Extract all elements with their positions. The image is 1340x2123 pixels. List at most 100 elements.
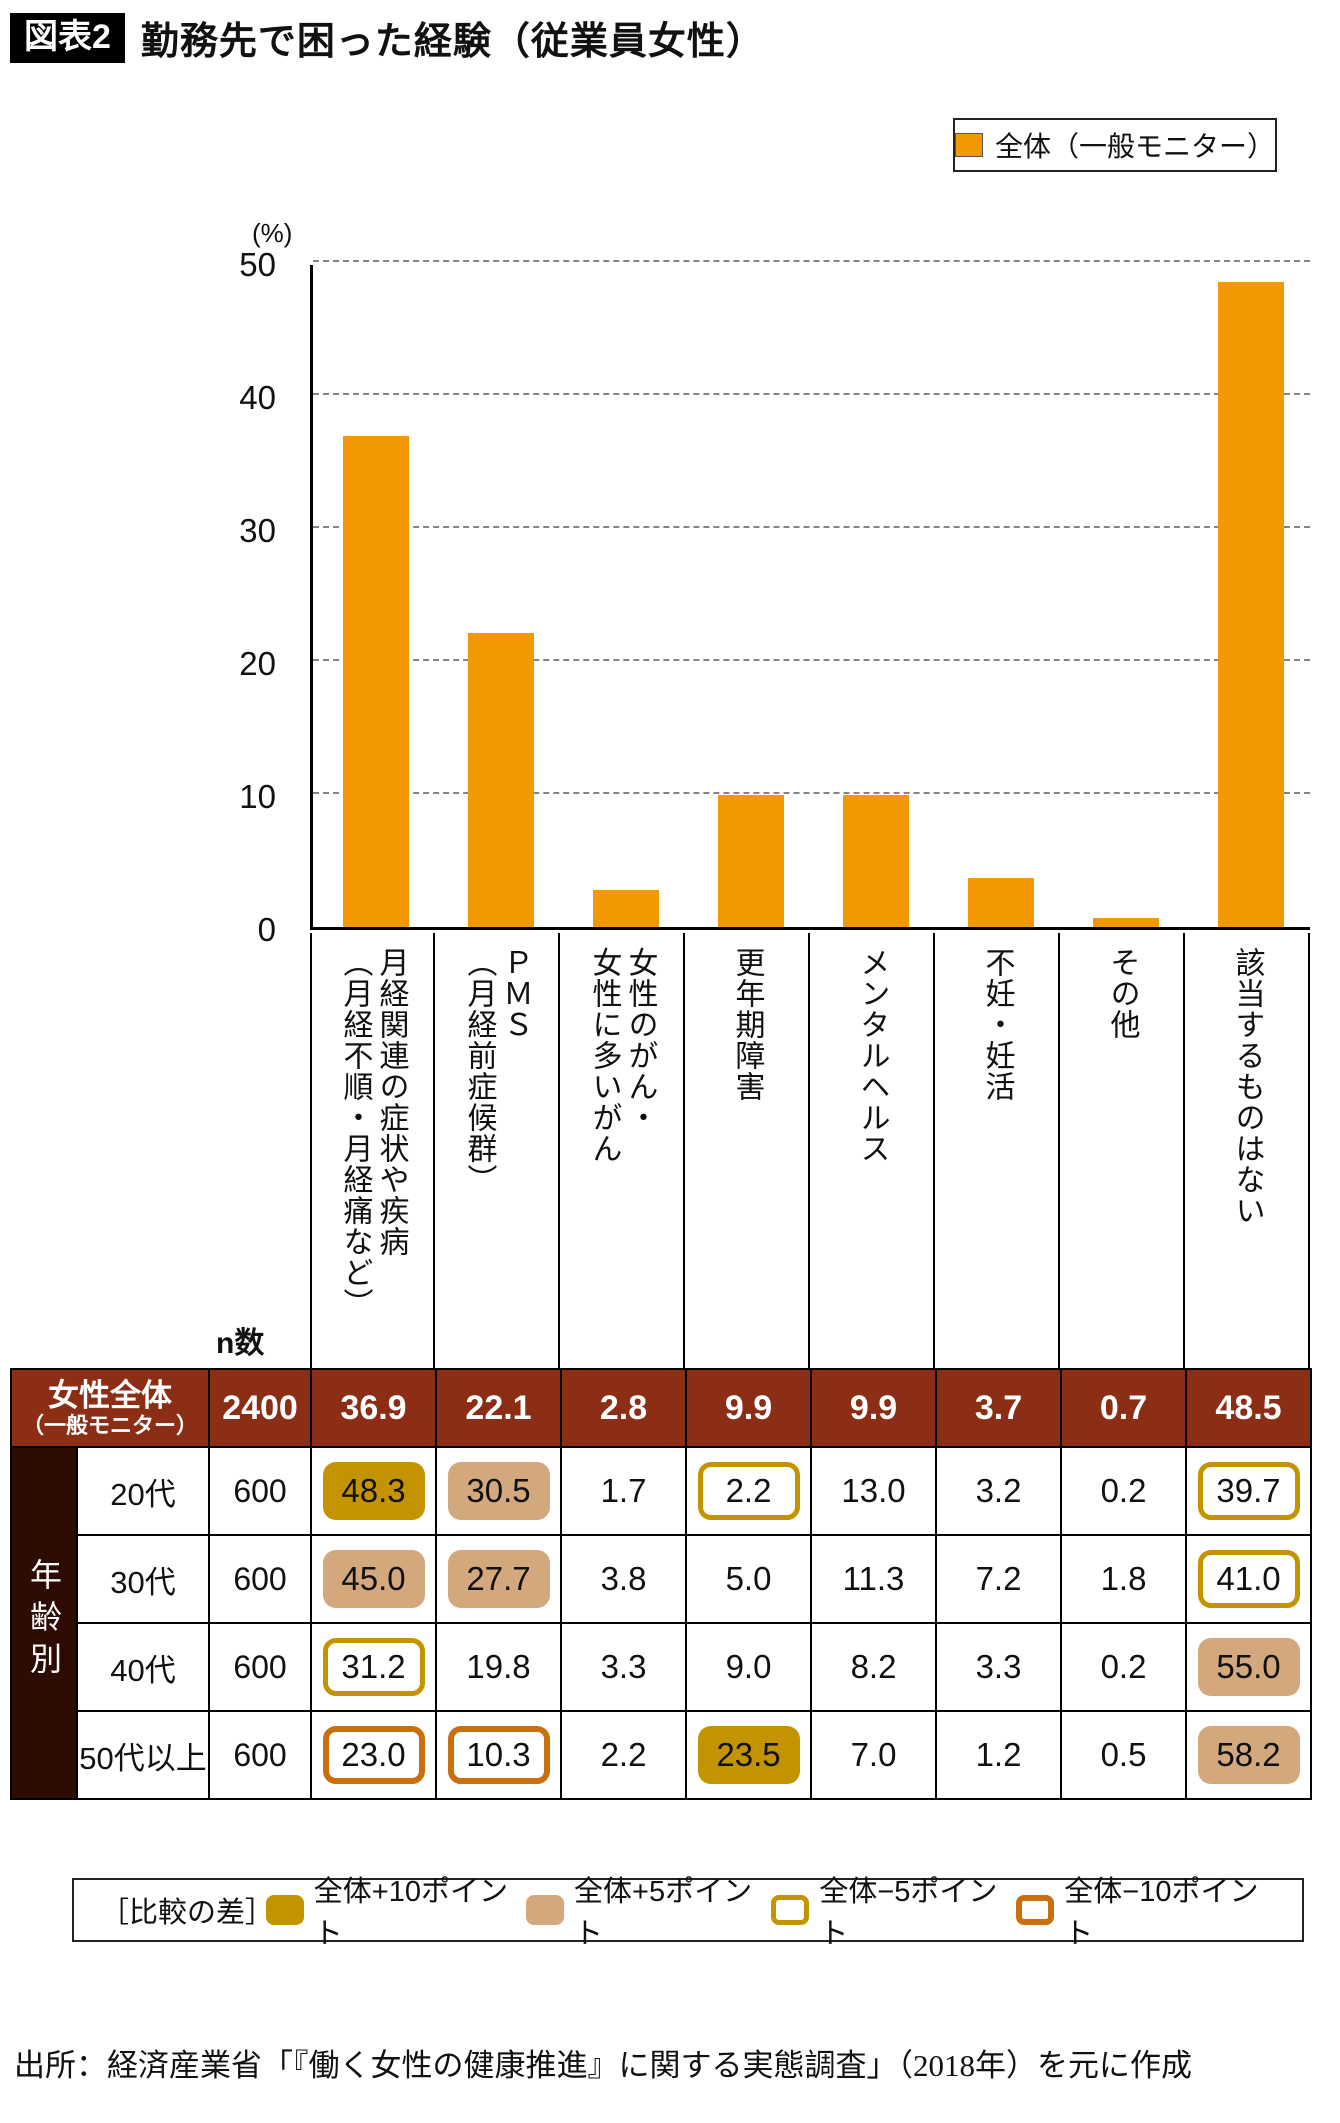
mark-plus5: 30.5	[447, 1462, 550, 1520]
row-n: 600	[208, 1446, 313, 1536]
cell-r4c2: 10.3	[435, 1710, 563, 1800]
cell-r3c3: 3.3	[560, 1622, 688, 1712]
y-axis-labels: 0 10 20 30 40 50	[150, 246, 290, 948]
cell-r2c1: 45.0	[310, 1534, 438, 1624]
header-value-2: 22.1	[435, 1368, 563, 1448]
mark-plus5: 45.0	[322, 1550, 425, 1608]
legend-swatch-orange	[955, 133, 983, 157]
table-body: 女性全体 （一般モニター） 2400 36.9 22.1 2.8 9.9 9.9 3.7 0.7 4…	[9, 1368, 1313, 1800]
mark-minus5: 2.2	[697, 1462, 800, 1520]
cell-r2c5: 11.3	[810, 1534, 938, 1624]
cell-r2c2: 27.7	[435, 1534, 563, 1624]
row-label: 20代	[75, 1446, 211, 1536]
bar-1	[342, 436, 409, 927]
bar-4	[717, 795, 784, 927]
swatch-plus10	[265, 1895, 304, 1925]
cell-r3c7: 0.2	[1060, 1622, 1188, 1712]
y-tick-label: 50	[239, 246, 276, 283]
header-value-1: 36.9	[310, 1368, 438, 1448]
row-label: 30代	[75, 1534, 211, 1624]
table-row-2: 30代 600 45.0 27.7 3.8 5.0 11.3 7.2 1.8 41.0	[11, 1534, 1313, 1624]
mark-plus5: 27.7	[447, 1550, 550, 1608]
cell-r3c1: 31.2	[310, 1622, 438, 1712]
y-tick-label: 0	[257, 911, 276, 948]
mark-minus5: 31.2	[322, 1638, 425, 1696]
mark-plus5: 58.2	[1197, 1726, 1300, 1784]
mark-minus10: 23.0	[322, 1726, 425, 1784]
cell-r3c8: 55.0	[1185, 1622, 1313, 1712]
cell-r4c8: 58.2	[1185, 1710, 1313, 1800]
y-tick-label: 40	[239, 379, 276, 416]
cell-r2c4: 5.0	[685, 1534, 813, 1624]
diff-label-1: 全体+10ポイント	[313, 1876, 508, 1950]
chart-legend: 全体（一般モニター）	[953, 118, 1277, 172]
mark-plus5: 55.0	[1197, 1638, 1300, 1696]
swatch-minus5	[770, 1895, 810, 1925]
mark-minus5: 41.0	[1197, 1550, 1300, 1608]
cell-r4c3: 2.2	[560, 1710, 688, 1800]
swatch-plus5	[526, 1895, 565, 1925]
cell-r1c8: 39.7	[1185, 1446, 1313, 1536]
category-label-2: ＰＭＳ （月経前症候群）	[435, 933, 560, 1368]
category-label-5: メンタルヘルス	[810, 933, 935, 1368]
category-label-3: 女性のがん・ 女性に多いがん	[560, 933, 685, 1368]
bar-2	[467, 633, 534, 927]
y-axis-unit-label: (%)	[252, 218, 293, 248]
row-n: 600	[208, 1534, 313, 1624]
header-value-6: 3.7	[935, 1368, 1063, 1448]
cell-r1c5: 13.0	[810, 1446, 938, 1536]
table-row-1: 年齢別 20代 600 48.3 30.5 1.7 2.2 13.0 3.2 0.2 39.7	[10, 1446, 1313, 1800]
legend-label: 全体（一般モニター）	[995, 131, 1276, 162]
gridline	[313, 792, 1310, 794]
gridline	[313, 659, 1310, 661]
cell-r2c7: 1.8	[1060, 1534, 1188, 1624]
table-header-label: 女性全体 （一般モニター）	[9, 1368, 211, 1448]
cell-r3c2: 19.8	[435, 1622, 563, 1712]
table-row-3: 40代 600 31.2 19.8 3.3 9.0 8.2 3.3 0.2 55.0	[11, 1622, 1313, 1712]
cell-r1c4: 2.2	[685, 1446, 813, 1536]
row-n: 600	[208, 1710, 313, 1800]
diff-legend-item-4: 全体−10ポイント	[1015, 1868, 1276, 1952]
table-row-4: 50代以上 600 23.0 10.3 2.2 23.5 7.0 1.2 0.5 58.2	[11, 1710, 1313, 1800]
mark-plus10: 48.3	[322, 1462, 425, 1520]
cell-r4c6: 1.2	[935, 1710, 1063, 1800]
cell-r3c4: 9.0	[685, 1622, 813, 1712]
category-label-1: 月経関連の症状や疾病 （月経不順・月経痛など）	[310, 933, 435, 1368]
cell-r2c6: 7.2	[935, 1534, 1063, 1624]
diff-label-4: 全体−10ポイント	[1064, 1876, 1259, 1950]
header-value-5: 9.9	[810, 1368, 938, 1448]
cell-r4c7: 0.5	[1060, 1710, 1188, 1800]
cell-r1c7: 0.2	[1060, 1446, 1188, 1536]
diff-legend-title: ［比較の差］	[100, 1897, 275, 1929]
cell-r4c1: 23.0	[310, 1710, 438, 1800]
bar-5	[842, 795, 909, 927]
table-header-row: 女性全体 （一般モニター） 2400 36.9 22.1 2.8 9.9 9.9 3.7 0.7 4…	[9, 1368, 1313, 1448]
bar-7	[1092, 917, 1159, 927]
row-label: 50代以上	[75, 1710, 211, 1800]
header-value-4: 9.9	[685, 1368, 813, 1448]
cell-r4c4: 23.5	[685, 1710, 813, 1800]
cell-r1c2: 30.5	[435, 1446, 563, 1536]
gridline	[313, 260, 1310, 262]
diff-legend-item-1: 全体+10ポイント	[265, 1868, 526, 1952]
diff-legend: ［比較の差］ 全体+10ポイント 全体+5ポイント 全体−5ポイント 全体−10ポイン…	[72, 1876, 1304, 1950]
bar-6	[967, 877, 1034, 927]
mark-minus10: 10.3	[447, 1726, 550, 1784]
category-label-8: 該当するものはない	[1185, 933, 1310, 1368]
header-value-7: 0.7	[1060, 1368, 1188, 1448]
cell-r1c1: 48.3	[310, 1446, 438, 1536]
category-labels: 月経関連の症状や疾病 （月経不順・月経痛など） ＰＭＳ （月経前症候群） 女性のがん・女…	[310, 933, 1310, 1368]
cell-r2c3: 3.8	[560, 1534, 688, 1624]
table-header-n: 2400	[208, 1368, 313, 1448]
y-tick-label: 30	[239, 512, 276, 549]
diff-legend-item-3: 全体−5ポイント	[770, 1868, 1016, 1952]
category-label-6: 不妊・妊活	[935, 933, 1060, 1368]
header-value-3: 2.8	[560, 1368, 688, 1448]
age-group-label: 年齢別	[10, 1446, 78, 1800]
diff-label-3: 全体−5ポイント	[819, 1876, 998, 1950]
row-n: 600	[208, 1622, 313, 1712]
figure-title: 勤務先で困った経験（従業員女性）	[140, 21, 765, 63]
gridline	[313, 393, 1310, 395]
row-label: 40代	[75, 1622, 211, 1712]
bar-8	[1217, 281, 1284, 927]
